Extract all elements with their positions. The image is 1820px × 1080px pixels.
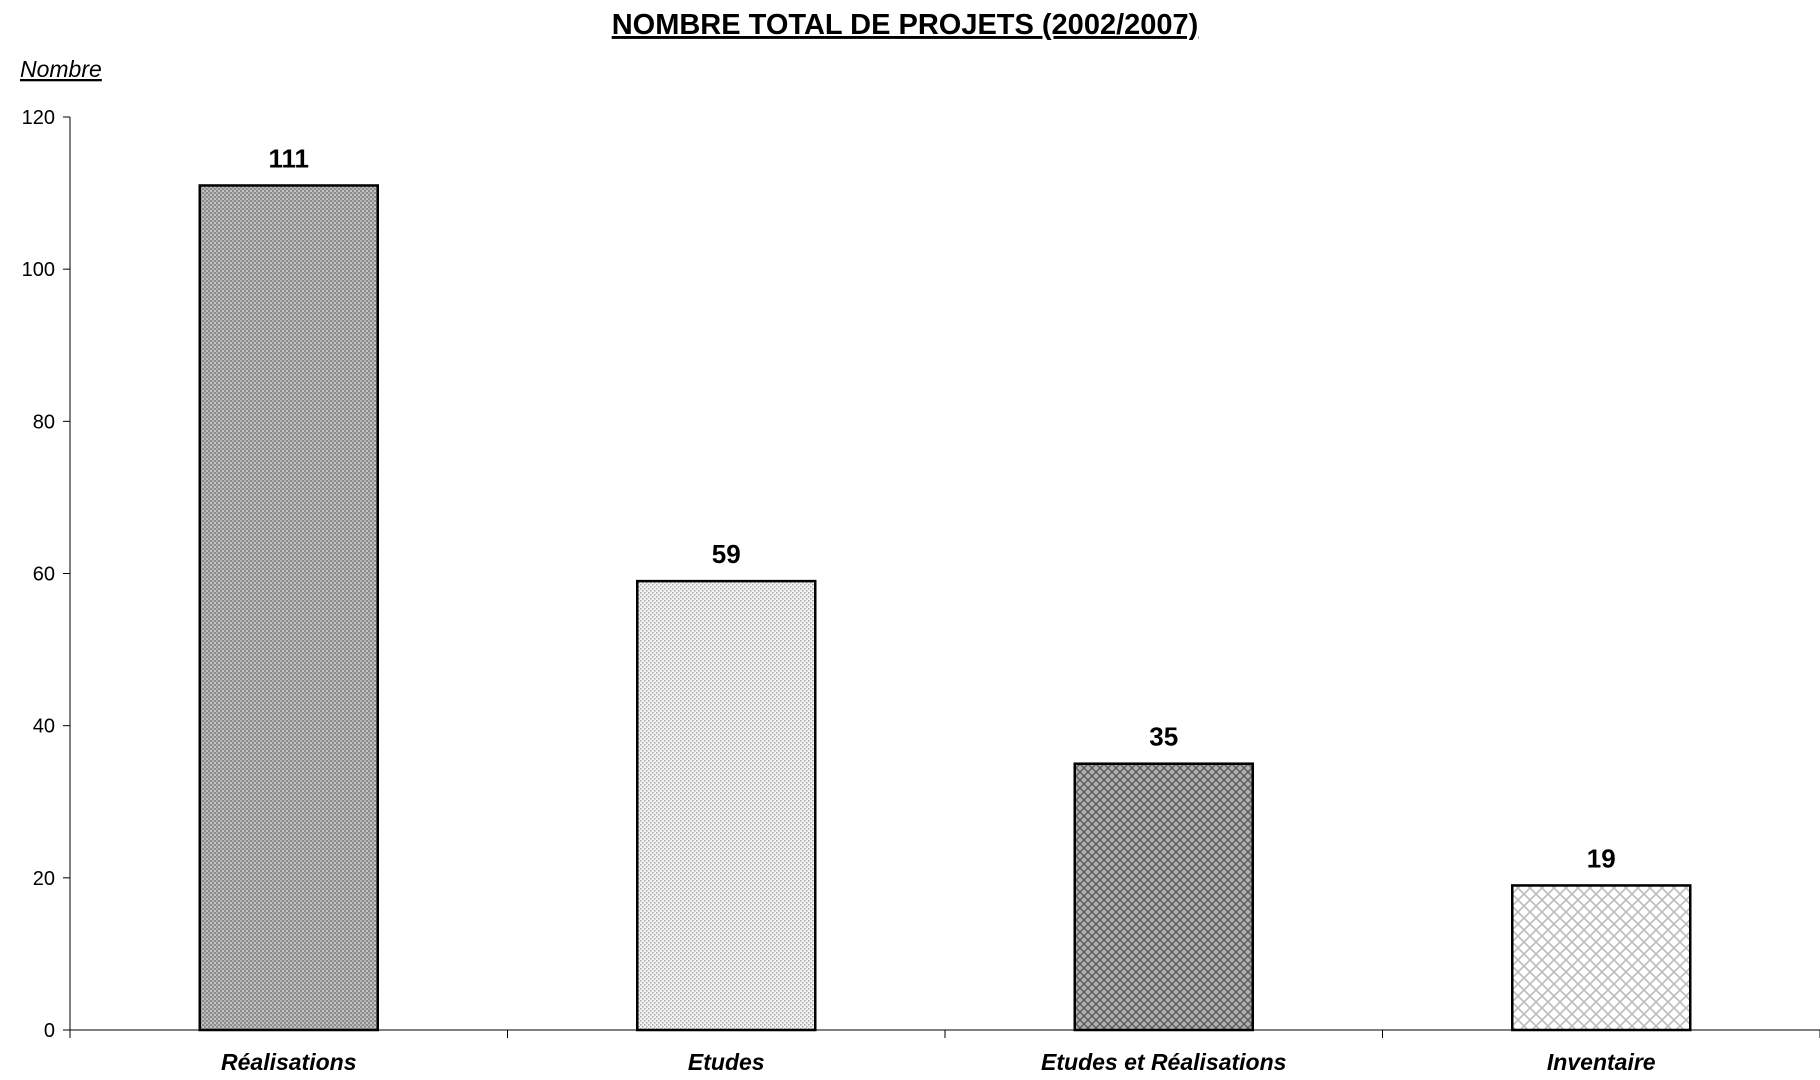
- y-axis: 0 20 40 60 80 100 120: [22, 107, 70, 1042]
- data-labels: 111 59 35 19: [268, 143, 1615, 873]
- chart-title: NOMBRE TOTAL DE PROJETS (2002/2007): [612, 9, 1199, 41]
- y-tick-label: 40: [33, 716, 55, 738]
- bar-4: [1511, 884, 1692, 1032]
- y-tick-label: 20: [33, 868, 55, 890]
- bars: [198, 184, 1692, 1032]
- x-axis: Réalisations Etudes Etudes et Réalisations…: [69, 1030, 1820, 1075]
- x-tick-label: Etudes: [688, 1049, 765, 1075]
- data-label: 19: [1587, 843, 1616, 873]
- x-tick-label: Inventaire: [1547, 1049, 1656, 1075]
- y-tick-label: 60: [33, 564, 55, 586]
- bar-1: [198, 184, 379, 1032]
- y-tick-label: 0: [44, 1020, 55, 1042]
- data-label: 59: [712, 539, 741, 569]
- data-label: 35: [1149, 722, 1178, 752]
- y-tick-label: 80: [33, 411, 55, 433]
- x-tick-label: Etudes et Réalisations: [1041, 1049, 1286, 1075]
- bar-3: [1073, 762, 1254, 1032]
- data-label: 111: [268, 143, 309, 173]
- y-tick-label: 120: [22, 107, 55, 129]
- y-axis-label: Nombre: [20, 56, 102, 82]
- bar-2: [636, 579, 817, 1032]
- x-tick-label: Réalisations: [221, 1049, 357, 1075]
- y-tick-label: 100: [22, 259, 55, 281]
